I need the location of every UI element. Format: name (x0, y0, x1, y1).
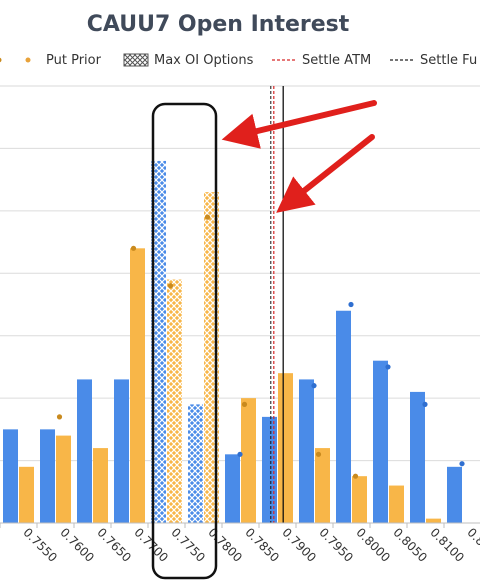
x-tick-label: 0.8100 (427, 525, 467, 565)
bar-series-1 (3, 429, 18, 523)
legend-label: Put Prior (46, 53, 102, 68)
x-tick-label: 0.7650 (94, 525, 134, 565)
put-prior-dot (315, 451, 322, 457)
bar-series-1 (225, 454, 240, 523)
x-tick-label: 0.8150 (464, 525, 480, 565)
x-tick-label: 0.7950 (316, 525, 356, 565)
bar-series-2 (278, 373, 293, 523)
x-axis: 0.75500.76000.76500.77000.77500.78000.78… (0, 522, 480, 565)
bar-series-1 (114, 379, 129, 523)
x-tick-label: 0.7700 (131, 525, 171, 565)
bar-series-1 (151, 160, 166, 523)
put-prior-dot (204, 214, 211, 220)
put-prior-dot (352, 473, 359, 479)
x-tick-label: 0.7550 (20, 525, 60, 565)
legend-label: Max OI Options (154, 53, 254, 68)
legend-symbol-hatch (123, 53, 149, 67)
arrow-to-settle-lines (276, 134, 375, 213)
bar-series-2 (315, 448, 330, 523)
x-tick-label: 0.7800 (205, 525, 245, 565)
x-tick-label: 0.8050 (390, 525, 430, 565)
bar-series-2 (426, 518, 441, 523)
put-prior-dot (241, 401, 248, 407)
put-prior-dot (56, 414, 63, 420)
legend-symbol-dot-cut (0, 57, 2, 63)
legend-label: Settle ATM (302, 53, 371, 68)
x-tick-label: 0.8000 (353, 525, 393, 565)
call-prior-dot (422, 401, 428, 407)
call-prior-dot (348, 301, 354, 308)
chart-title: CAUU7 Open Interest (87, 12, 350, 37)
bar-series-1 (188, 404, 203, 523)
bar-series-2 (389, 485, 404, 523)
arrow-to-max-oi (221, 100, 377, 149)
bar-series-1 (336, 310, 351, 523)
bar-series-2 (19, 466, 34, 523)
bar-series-2 (167, 279, 182, 523)
put-prior-dot (130, 245, 137, 251)
put-prior-dot (167, 283, 174, 289)
call-prior-dot (237, 451, 243, 457)
bars (3, 160, 462, 524)
x-tick-label: 0.7600 (57, 525, 97, 565)
gridlines (0, 85, 480, 462)
bar-series-1 (40, 429, 55, 523)
bar-series-1 (373, 360, 388, 523)
bar-series-2 (352, 476, 367, 523)
prior-dots (56, 214, 465, 479)
bar-series-1 (77, 379, 92, 523)
call-prior-dot (385, 364, 391, 370)
bar-series-1 (410, 391, 425, 523)
settle-lines (270, 86, 284, 523)
bar-series-2 (241, 398, 256, 523)
x-tick-label: 0.7850 (242, 525, 282, 565)
bar-series-1 (447, 466, 462, 523)
annotations (151, 100, 377, 580)
x-tick-label: 0.7750 (168, 525, 208, 565)
legend-symbol-dot (25, 57, 31, 63)
bar-series-1 (299, 379, 314, 523)
legend-label: Settle Fu (420, 53, 477, 68)
max-oi-highlight-box (151, 102, 218, 580)
bar-series-1 (262, 416, 277, 523)
call-prior-dot (311, 383, 317, 389)
bar-series-2 (93, 448, 108, 523)
bar-series-2 (130, 248, 145, 524)
legend: Put Prior Max OI Options Settle ATM Settle … (0, 53, 477, 68)
bar-series-2 (56, 435, 71, 523)
call-prior-dot (459, 461, 465, 467)
x-tick-label: 0.7900 (279, 525, 319, 565)
